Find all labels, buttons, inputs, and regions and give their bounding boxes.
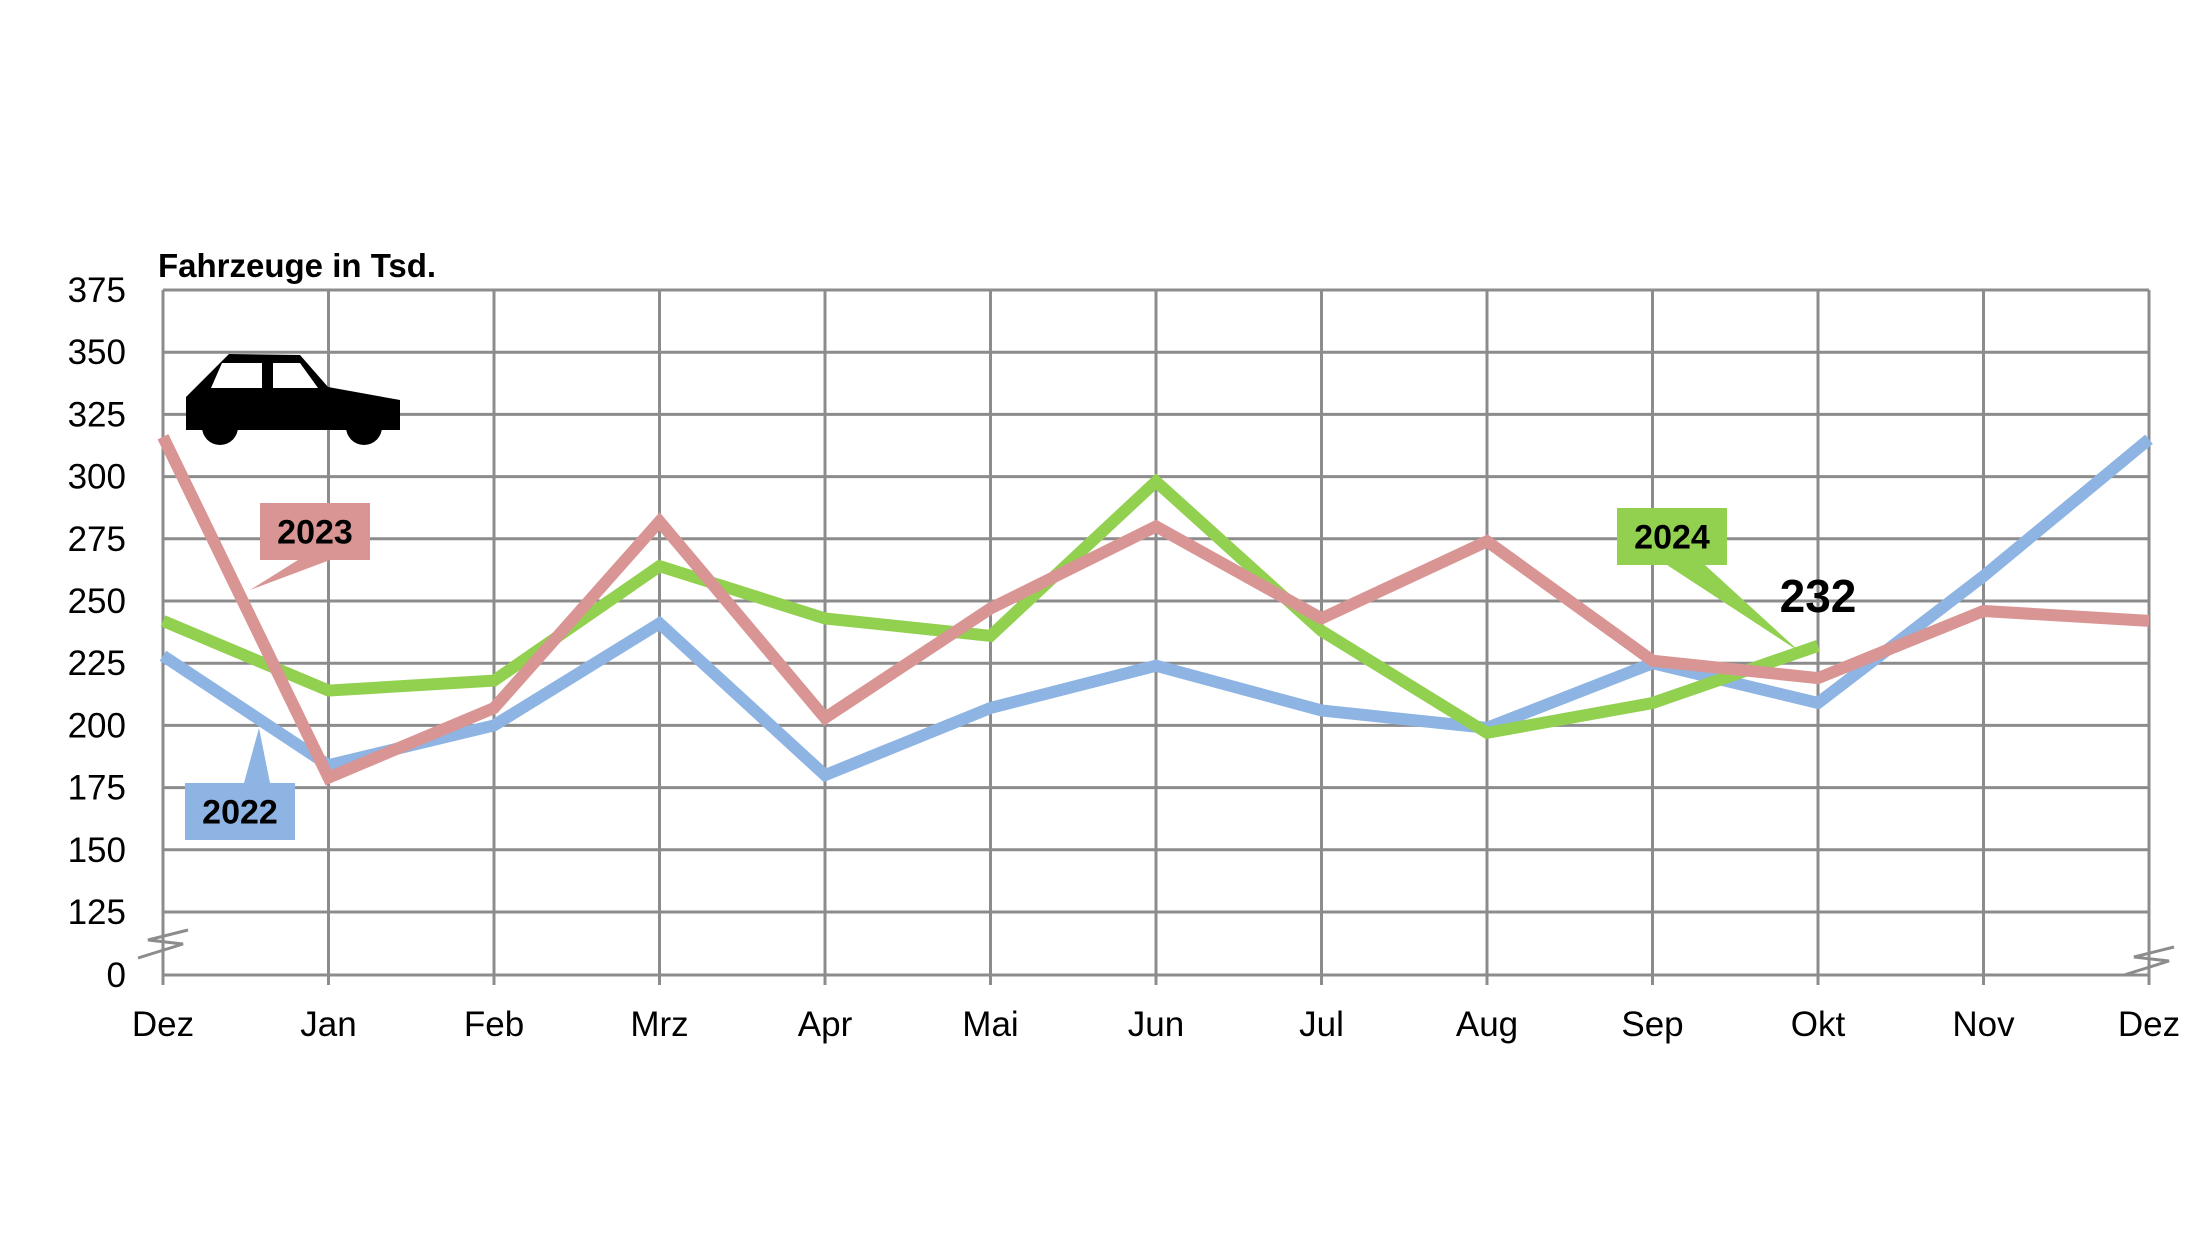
x-tick-label: Mai [962, 1005, 1018, 1044]
x-tick-label: Nov [1952, 1005, 2015, 1044]
legend-callout-2024: 2024 [1617, 508, 1800, 652]
y-tick-label: 350 [68, 333, 126, 372]
data-label-okt-2024: 232 [1780, 570, 1857, 622]
series-callouts: 2022 2023 2024 [185, 503, 1800, 840]
y-tick-label: 0 [107, 956, 126, 995]
x-tick-label: Jul [1299, 1005, 1344, 1044]
axis-break-right [2123, 945, 2175, 977]
y-tick-label: 200 [68, 706, 126, 745]
y-tick-label: 225 [68, 644, 126, 683]
y-tick-label: 375 [68, 271, 126, 310]
y-tick-label: 325 [68, 395, 126, 434]
series-lines [157, 434, 2153, 786]
x-tick-label: Okt [1791, 1005, 1846, 1044]
x-tick-label: Jun [1128, 1005, 1184, 1044]
y-tick-label: 250 [68, 582, 126, 621]
x-axis-ticks: Dez Jan Feb Mrz Apr Mai Jun Jul Aug Sep Okt Nov Dez [132, 1005, 2180, 1044]
x-tick-label: Dez [132, 1005, 194, 1044]
x-tick-label: Aug [1456, 1005, 1518, 1044]
x-tick-label: Sep [1621, 1005, 1683, 1044]
axis-break-left [137, 928, 189, 960]
y-axis-label: Fahrzeuge in Tsd. [158, 247, 436, 284]
y-tick-label: 175 [68, 769, 126, 808]
x-tick-label: Mrz [630, 1005, 688, 1044]
car-icon [186, 354, 400, 445]
series-line-2022 [159, 434, 2153, 783]
series-name: 2024 [1634, 519, 1710, 557]
x-tick-label: Jan [300, 1005, 356, 1044]
y-tick-label: 275 [68, 520, 126, 559]
x-tick-label: Apr [798, 1005, 853, 1044]
series-name: 2023 [277, 514, 353, 552]
legend-callout-2023: 2023 [250, 503, 370, 590]
legend-callout-2022: 2022 [185, 728, 295, 840]
grid [137, 288, 2175, 985]
y-tick-label: 300 [68, 458, 126, 497]
series-name: 2022 [202, 794, 278, 832]
y-tick-label: 125 [68, 893, 126, 932]
x-tick-label: Feb [464, 1005, 524, 1044]
series-line-2023 [157, 434, 2150, 786]
series-line-2024 [160, 473, 1820, 740]
y-axis-ticks: 375 350 325 300 275 250 225 200 175 150 125 0 [68, 271, 126, 995]
y-tick-label: 150 [68, 831, 126, 870]
x-tick-label: Dez [2118, 1005, 2180, 1044]
